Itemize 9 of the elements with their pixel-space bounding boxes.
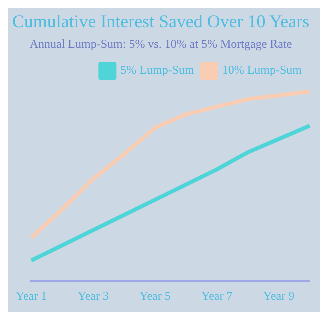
x-tick-label: Year 3 — [78, 288, 109, 303]
legend-label: 10% Lump-Sum — [222, 63, 303, 78]
legend-label: 5% Lump-Sum — [120, 63, 195, 78]
x-tick-label: Year 5 — [140, 288, 171, 303]
chart-title: Cumulative Interest Saved Over 10 Years — [12, 12, 310, 32]
x-tick-label: Year 7 — [202, 288, 233, 303]
chart-subtitle: Annual Lump-Sum: 5% vs. 10% at 5% Mortgage Rate — [30, 36, 292, 51]
x-tick-label: Year 1 — [16, 288, 48, 303]
x-tick-label: Year 9 — [264, 288, 295, 303]
